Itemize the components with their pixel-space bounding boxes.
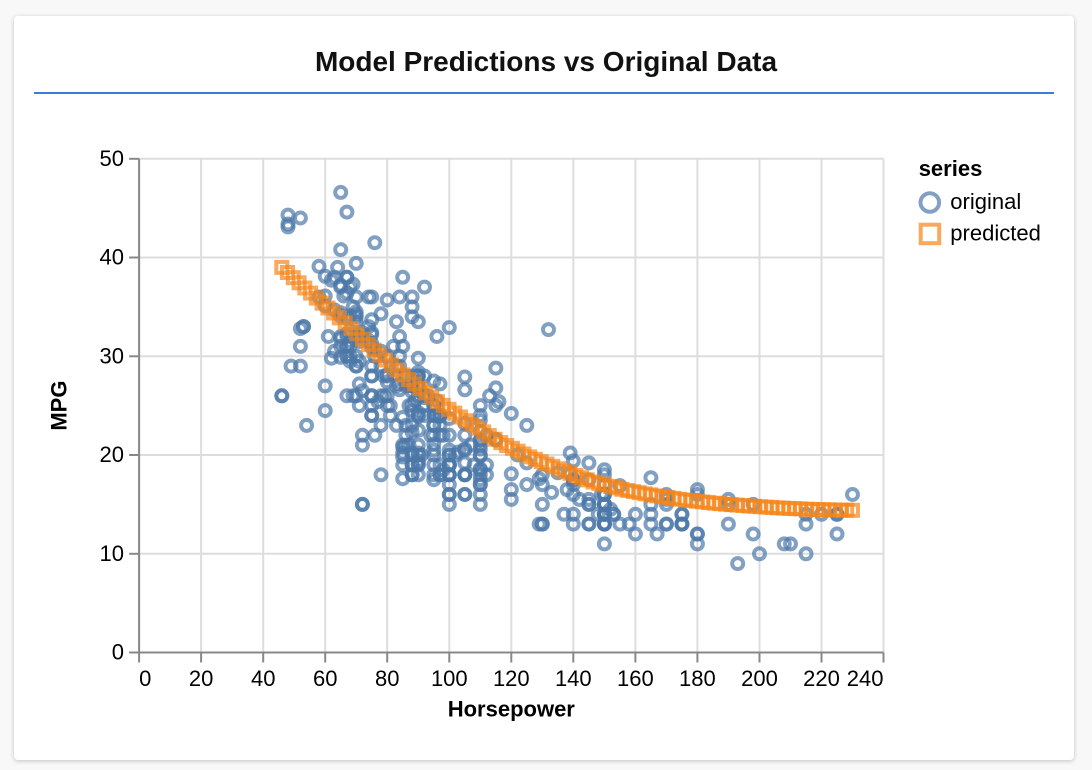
svg-text:10: 10 <box>100 541 124 566</box>
svg-text:160: 160 <box>617 666 654 691</box>
svg-text:series: series <box>919 156 983 181</box>
svg-text:20: 20 <box>189 666 213 691</box>
svg-text:MPG: MPG <box>47 381 72 431</box>
svg-text:220: 220 <box>803 666 840 691</box>
svg-text:200: 200 <box>741 666 778 691</box>
svg-text:140: 140 <box>555 666 592 691</box>
svg-text:80: 80 <box>375 666 399 691</box>
svg-text:predicted: predicted <box>950 220 1041 245</box>
svg-text:180: 180 <box>679 666 716 691</box>
svg-text:40: 40 <box>100 245 124 270</box>
svg-text:100: 100 <box>431 666 468 691</box>
svg-text:0: 0 <box>112 640 124 665</box>
svg-text:20: 20 <box>100 442 124 467</box>
svg-text:120: 120 <box>493 666 530 691</box>
svg-text:0: 0 <box>139 666 151 691</box>
svg-text:50: 50 <box>100 146 124 171</box>
svg-text:Horsepower: Horsepower <box>448 696 576 721</box>
svg-text:30: 30 <box>100 344 124 369</box>
svg-text:original: original <box>950 189 1021 214</box>
svg-text:240: 240 <box>847 666 884 691</box>
svg-text:60: 60 <box>313 666 337 691</box>
svg-text:40: 40 <box>251 666 275 691</box>
